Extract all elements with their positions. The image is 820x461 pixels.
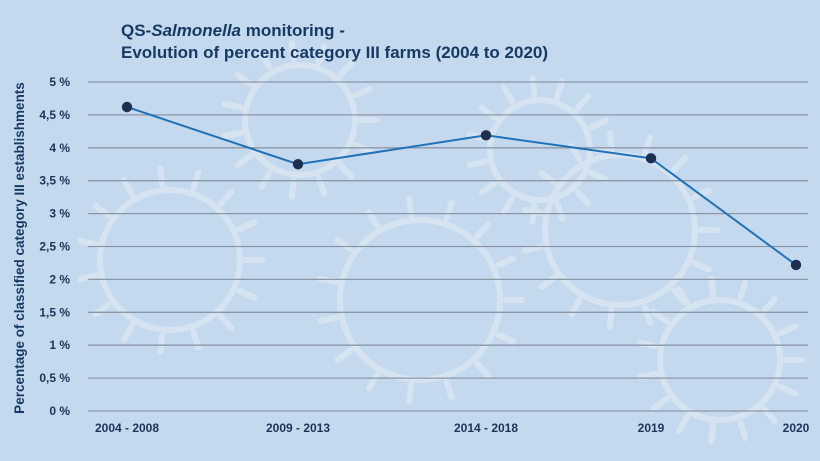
data-point	[790, 259, 802, 271]
y-axis-label: Percentage of classified category III es…	[12, 82, 27, 414]
y-tick-labels: 0 % 0,5 % 1 % 1,5 % 2 % 2,5 % 3 % 3,5 % 4 % 4,5 %…	[39, 75, 70, 418]
data-point	[480, 130, 492, 141]
series-points	[121, 101, 802, 271]
x-tick-label: 2014 - 2018	[454, 421, 518, 435]
chart-title: QS-Salmonella monitoring -	[121, 21, 345, 40]
y-tick-label: 4,5 %	[39, 108, 70, 122]
y-tick-label: 0 %	[49, 404, 70, 418]
data-point	[121, 101, 133, 113]
background-watermark	[77, 40, 805, 445]
x-tick-label: 2020	[783, 421, 810, 435]
y-tick-label: 4 %	[49, 141, 70, 155]
y-tick-label: 3 %	[49, 207, 70, 221]
x-tick-labels: 2004 - 2008 2009 - 2013 2014 - 2018 2019 202…	[95, 421, 810, 435]
watermark-blob	[522, 130, 720, 330]
x-tick-label: 2009 - 2013	[266, 421, 330, 435]
watermark-blob	[317, 195, 525, 405]
y-tick-label: 1 %	[49, 338, 70, 352]
y-tick-label: 3,5 %	[39, 174, 70, 188]
y-tick-label: 1,5 %	[39, 305, 70, 319]
chart-subtitle: Evolution of percent category III farms …	[121, 43, 548, 62]
watermark-blob	[636, 275, 805, 445]
y-tick-label: 2,5 %	[39, 240, 70, 254]
y-tick-label: 0,5 %	[39, 371, 70, 385]
data-point	[645, 153, 657, 164]
x-tick-label: 2019	[638, 421, 665, 435]
y-tick-label: 2 %	[49, 272, 70, 286]
grid-lines	[88, 81, 808, 412]
watermark-blob	[221, 40, 380, 200]
y-tick-label: 5 %	[49, 75, 70, 89]
data-point	[292, 159, 304, 170]
x-tick-label: 2004 - 2008	[95, 421, 159, 435]
watermark-blob	[77, 165, 265, 355]
